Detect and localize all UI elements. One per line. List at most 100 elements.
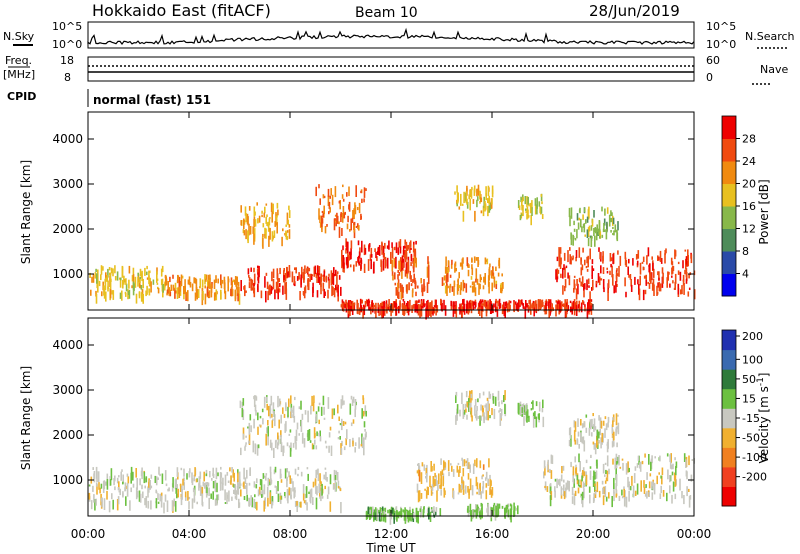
velocity-panel-frame bbox=[87, 317, 695, 517]
colorbar-swatch bbox=[722, 138, 736, 162]
freq-label: Freq. bbox=[5, 54, 32, 67]
heatmap-region bbox=[517, 399, 545, 428]
colorbar-tick-label: 16 bbox=[742, 200, 756, 213]
nsky-label: N.Sky bbox=[3, 30, 35, 43]
colorbar-swatch bbox=[722, 183, 736, 207]
y-tick-label: 1000 bbox=[52, 473, 83, 487]
heatmap-region bbox=[568, 413, 620, 455]
x-axis-label: Time UT bbox=[365, 541, 416, 554]
y-tick-label: 4000 bbox=[52, 132, 83, 146]
colorbar-tick-label: 4 bbox=[742, 268, 749, 281]
nave-label: Nave bbox=[760, 63, 788, 76]
freq-panel bbox=[87, 56, 695, 82]
x-tick-label: 00:00 bbox=[71, 527, 106, 541]
y-tick-label: 2000 bbox=[52, 428, 83, 442]
colorbar-swatch bbox=[722, 116, 736, 139]
nsky-tick-low-left: 10^0 bbox=[52, 38, 82, 51]
colorbar-tick-label: 100 bbox=[742, 353, 763, 366]
x-tick-label: 08:00 bbox=[273, 527, 308, 541]
heatmap-region bbox=[441, 256, 504, 297]
velocity-heatmap bbox=[88, 390, 695, 525]
heatmap-region bbox=[240, 202, 291, 249]
velocity-colorbar-label: Velocity [m s-1] bbox=[756, 373, 771, 464]
y-tick-label: 3000 bbox=[52, 383, 83, 397]
nsky-tick-high-left: 10^5 bbox=[52, 20, 82, 33]
nsky-trace bbox=[87, 27, 695, 45]
colorbar-swatch bbox=[722, 388, 736, 409]
colorbar-tick-label: 200 bbox=[742, 330, 763, 343]
velocity-colorbar: 200 100 50 15 -15 -50 -100 -200 bbox=[721, 329, 767, 507]
colorbar-swatch bbox=[722, 447, 736, 468]
date-label: 28/Jun/2019 bbox=[589, 2, 680, 20]
colorbar-swatch bbox=[722, 251, 736, 274]
x-tick-label: 16:00 bbox=[475, 527, 510, 541]
nave-tick-high: 60 bbox=[706, 54, 720, 67]
power-heatmap bbox=[89, 184, 696, 320]
colorbar-swatch bbox=[722, 273, 736, 297]
heatmap-region bbox=[341, 238, 417, 275]
heatmap-region bbox=[315, 184, 367, 239]
freq-tick-high: 18 bbox=[60, 54, 74, 67]
colorbar-tick-label: 12 bbox=[742, 223, 756, 236]
heatmap-region bbox=[88, 466, 342, 514]
heatmap-region bbox=[416, 457, 494, 503]
heatmap-region bbox=[455, 390, 507, 426]
axis-ticks: 1000 2000 3000 4000 1000 2000 3000 4000 00:00 04:… bbox=[52, 112, 711, 541]
colorbar-tick-label: -50 bbox=[742, 432, 760, 445]
heatmap-region bbox=[89, 265, 164, 304]
heatmap-region bbox=[555, 247, 696, 303]
site-title: Hokkaido East (fitACF) bbox=[92, 1, 271, 20]
colorbar-swatch bbox=[722, 330, 736, 351]
y-tick-label: 4000 bbox=[52, 338, 83, 352]
cpid-text: normal (fast) 151 bbox=[93, 93, 211, 107]
cpid-label: CPID bbox=[7, 90, 36, 103]
heatmap-region bbox=[568, 206, 619, 247]
heatmap-region bbox=[239, 395, 367, 458]
nsky-panel bbox=[87, 21, 695, 49]
heatmap-region bbox=[466, 502, 519, 523]
heatmap-region bbox=[240, 265, 342, 303]
heatmap-region bbox=[163, 274, 241, 306]
y-tick-label: 1000 bbox=[52, 267, 83, 281]
colorbar-tick-label: 50 bbox=[742, 373, 756, 386]
nsky-tick-high-right: 10^5 bbox=[706, 20, 736, 33]
x-tick-label: 00:00 bbox=[677, 527, 712, 541]
colorbar-tick-label: 8 bbox=[742, 245, 749, 258]
colorbar-tick-label: -200 bbox=[742, 471, 767, 484]
colorbar-tick-label: -100 bbox=[742, 451, 767, 464]
freq-units: [MHz] bbox=[3, 68, 35, 81]
colorbar-tick-label: 28 bbox=[742, 133, 756, 146]
colorbar-swatch bbox=[722, 408, 736, 429]
nave-tick-low: 0 bbox=[706, 71, 713, 84]
power-colorbar-label: Power [dB] bbox=[757, 179, 771, 244]
x-tick-label: 04:00 bbox=[172, 527, 207, 541]
colorbar-swatch bbox=[722, 427, 736, 448]
power-y-axis-label: Slant Range [km] bbox=[19, 160, 33, 264]
nsearch-label: N.Search bbox=[745, 30, 795, 43]
y-tick-label: 3000 bbox=[52, 177, 83, 191]
heatmap-region bbox=[391, 256, 430, 300]
y-tick-label: 2000 bbox=[52, 222, 83, 236]
x-tick-label: 12:00 bbox=[374, 527, 409, 541]
colorbar-swatch bbox=[722, 486, 736, 507]
colorbar-swatch bbox=[722, 466, 736, 487]
x-tick-label: 20:00 bbox=[576, 527, 611, 541]
colorbar-swatch bbox=[722, 228, 736, 252]
heatmap-region bbox=[543, 453, 695, 508]
colorbar-tick-label: 24 bbox=[742, 155, 756, 168]
heatmap-region bbox=[454, 184, 494, 222]
heatmap-region bbox=[340, 298, 593, 320]
colorbar-swatch bbox=[722, 161, 736, 184]
nsky-tick-low-right: 10^0 bbox=[706, 38, 736, 51]
beam-label: Beam 10 bbox=[355, 5, 418, 21]
freq-tick-low: 8 bbox=[64, 71, 71, 84]
colorbar-tick-label: 15 bbox=[742, 392, 756, 405]
colorbar-swatch bbox=[722, 206, 736, 229]
heatmap-region bbox=[365, 506, 442, 525]
colorbar-tick-label: 20 bbox=[742, 178, 756, 191]
colorbar-swatch bbox=[722, 369, 736, 390]
heatmap-region bbox=[517, 193, 544, 226]
velocity-y-axis-label: Slant Range [km] bbox=[19, 366, 33, 470]
power-colorbar: 4 8 12 16 20 24 28 bbox=[721, 115, 756, 297]
